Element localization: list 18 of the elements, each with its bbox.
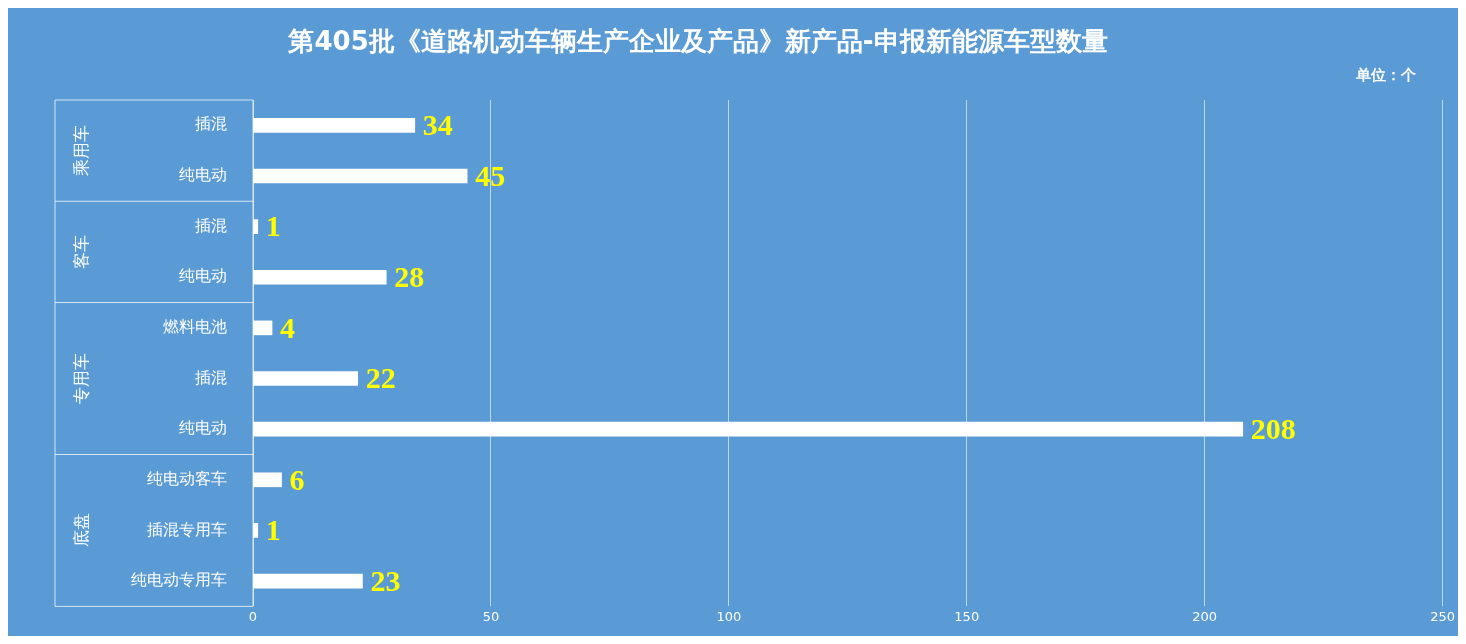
x-tick-label: 150: [954, 608, 980, 624]
x-tick-label: 0: [248, 608, 258, 624]
text: 单位：个: [1355, 65, 1417, 84]
x-tick-label: 250: [1430, 608, 1456, 624]
data-label: 1: [265, 513, 281, 547]
x-tick-label: 100: [716, 608, 742, 624]
data-label: 45: [475, 158, 506, 192]
data-label: 1: [265, 209, 281, 243]
x-tick-label: 200: [1192, 608, 1218, 624]
data-label: 4: [280, 310, 296, 344]
data-label: 34: [422, 108, 453, 142]
data-label: 6: [289, 462, 305, 496]
data-label: 22: [365, 361, 396, 395]
data-label: 23: [370, 563, 401, 597]
x-tick-label: 50: [482, 608, 500, 624]
data-label: 28: [394, 259, 425, 293]
data-label: 208: [1250, 411, 1296, 445]
chart-title: 第405批《道路机动车辆生产企业及产品》新产品-申报新能源车型数量: [287, 25, 1108, 56]
